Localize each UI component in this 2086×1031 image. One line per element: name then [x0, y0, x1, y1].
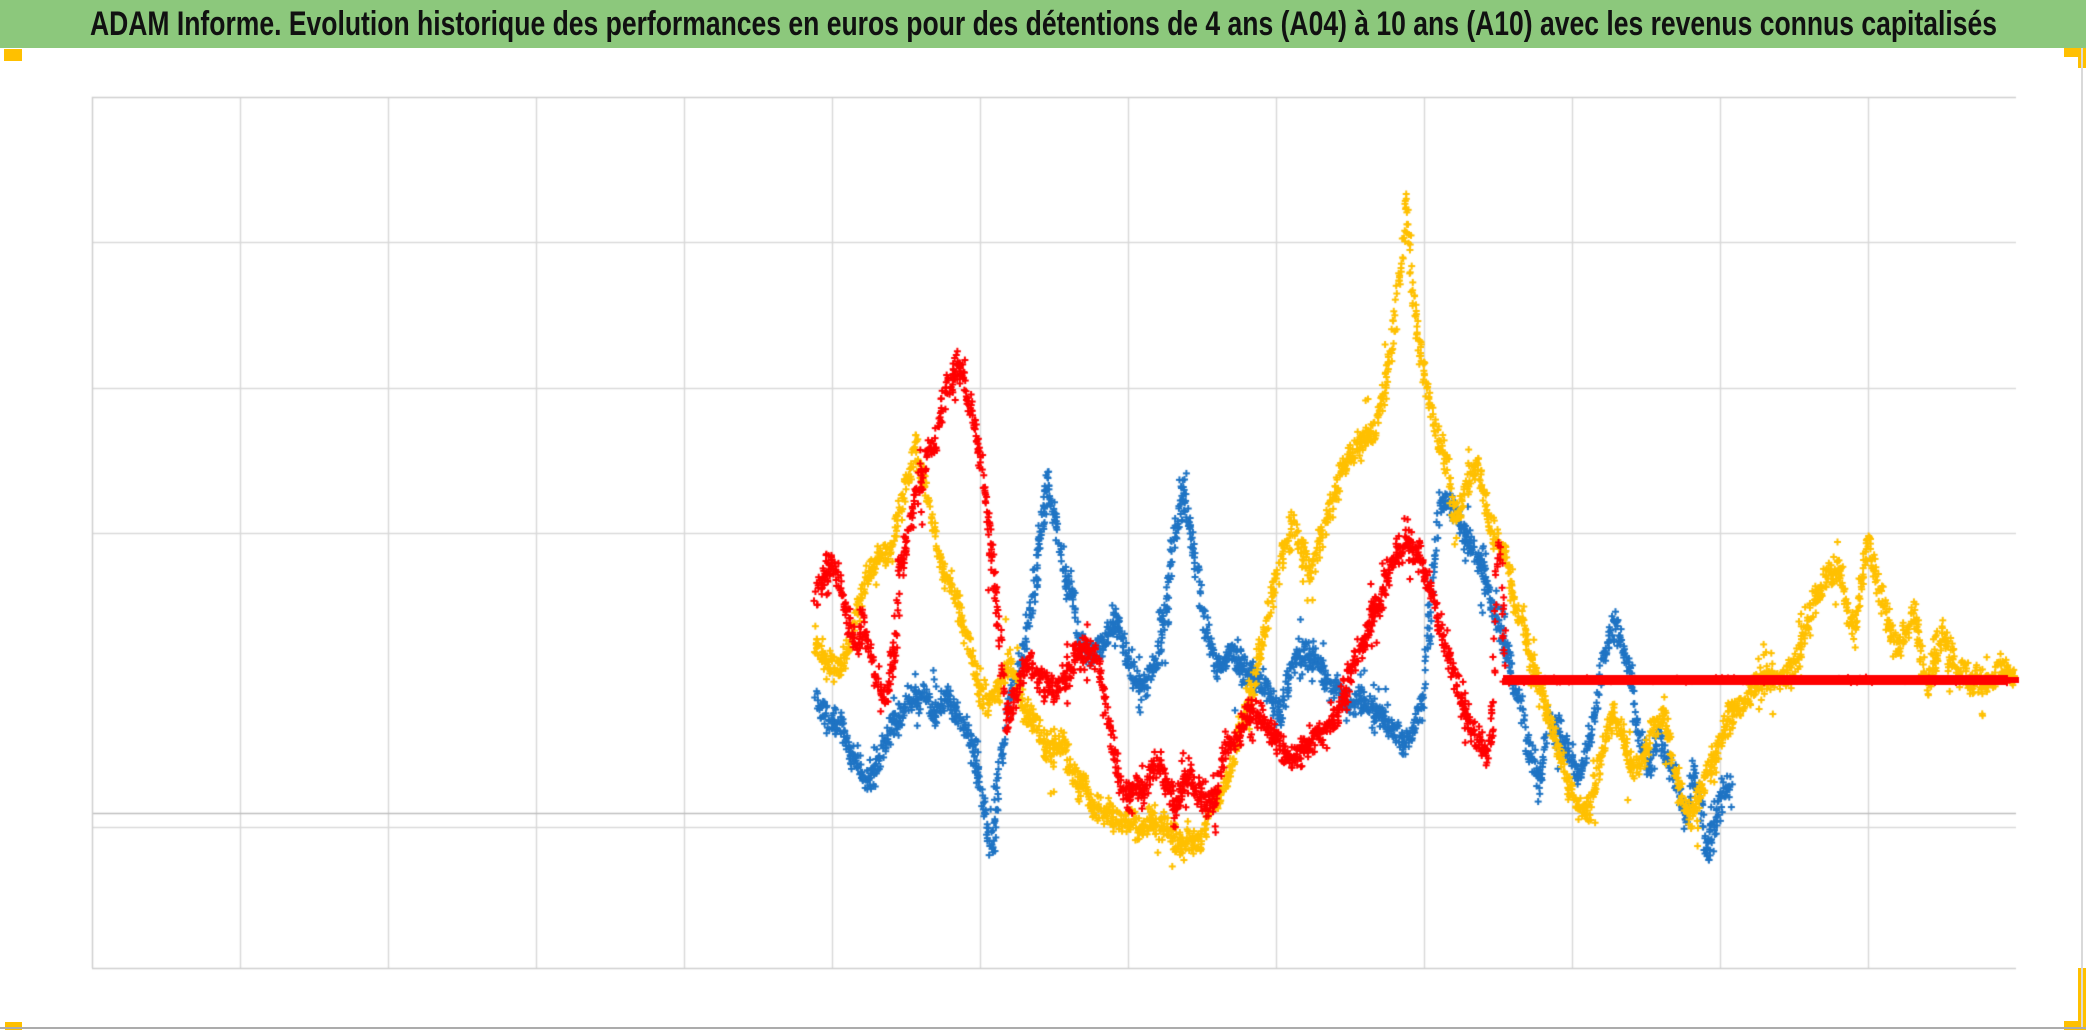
report-page: ADAM Informe. Evolution historique des p… [0, 0, 2086, 1031]
performance-scatter-chart [0, 0, 2086, 1031]
